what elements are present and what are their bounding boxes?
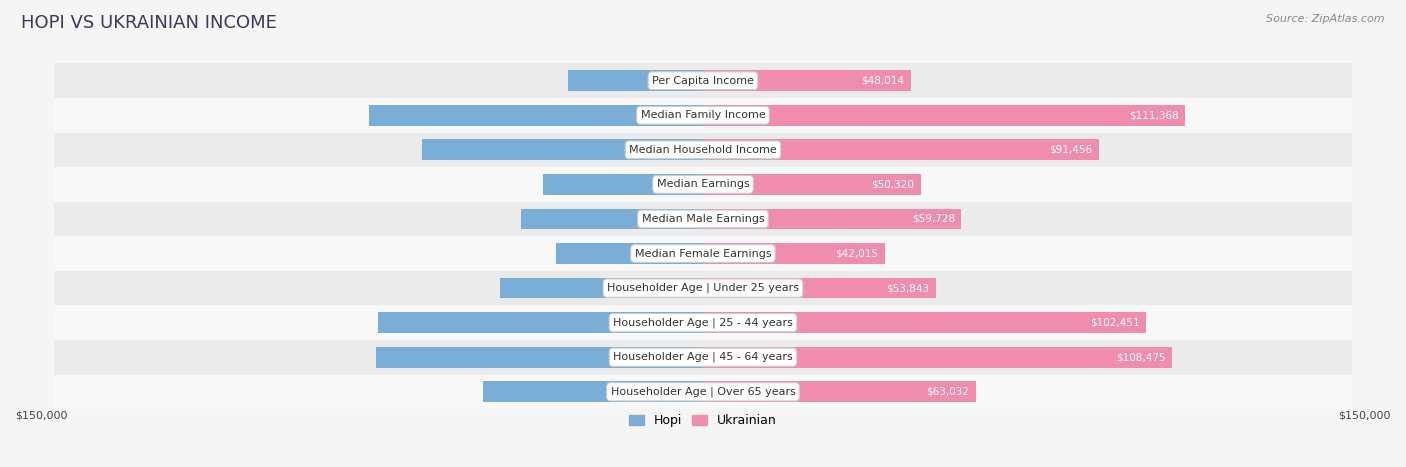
Bar bbox=[703, 71, 911, 91]
Text: $42,060: $42,060 bbox=[654, 214, 696, 224]
Text: Source: ZipAtlas.com: Source: ZipAtlas.com bbox=[1267, 14, 1385, 24]
Bar bbox=[703, 174, 921, 195]
Text: Per Capita Income: Per Capita Income bbox=[652, 76, 754, 86]
Bar bbox=[53, 305, 1353, 340]
Bar bbox=[703, 312, 1146, 333]
Text: HOPI VS UKRAINIAN INCOME: HOPI VS UKRAINIAN INCOME bbox=[21, 14, 277, 32]
Text: $53,843: $53,843 bbox=[886, 283, 929, 293]
Text: Householder Age | 25 - 44 years: Householder Age | 25 - 44 years bbox=[613, 318, 793, 328]
Text: $50,925: $50,925 bbox=[654, 387, 696, 397]
Text: $36,871: $36,871 bbox=[654, 179, 696, 190]
Text: $42,015: $42,015 bbox=[835, 248, 879, 259]
Legend: Hopi, Ukrainian: Hopi, Ukrainian bbox=[624, 410, 782, 432]
Text: Median Male Earnings: Median Male Earnings bbox=[641, 214, 765, 224]
Bar bbox=[703, 278, 936, 298]
Bar bbox=[378, 312, 703, 333]
Text: $59,728: $59,728 bbox=[912, 214, 955, 224]
Bar bbox=[703, 347, 1173, 368]
Bar bbox=[53, 167, 1353, 202]
Bar bbox=[53, 375, 1353, 409]
Text: $46,978: $46,978 bbox=[654, 283, 696, 293]
Bar bbox=[53, 202, 1353, 236]
Text: $63,032: $63,032 bbox=[927, 387, 969, 397]
Text: $111,368: $111,368 bbox=[1129, 110, 1178, 120]
Bar bbox=[703, 140, 1098, 160]
Bar bbox=[53, 236, 1353, 271]
Text: $102,451: $102,451 bbox=[1090, 318, 1140, 328]
Text: $33,932: $33,932 bbox=[654, 248, 696, 259]
Bar bbox=[557, 243, 703, 264]
Bar bbox=[53, 98, 1353, 133]
Bar bbox=[544, 174, 703, 195]
Text: $91,456: $91,456 bbox=[1049, 145, 1092, 155]
Text: $77,188: $77,188 bbox=[654, 110, 696, 120]
Bar bbox=[368, 105, 703, 126]
Text: Householder Age | Under 25 years: Householder Age | Under 25 years bbox=[607, 283, 799, 293]
Bar bbox=[482, 382, 703, 402]
Text: Median Earnings: Median Earnings bbox=[657, 179, 749, 190]
Bar bbox=[375, 347, 703, 368]
Text: $75,002: $75,002 bbox=[654, 318, 696, 328]
Bar bbox=[53, 133, 1353, 167]
Text: $31,177: $31,177 bbox=[654, 76, 696, 86]
Bar bbox=[703, 105, 1185, 126]
Bar bbox=[703, 209, 962, 229]
Text: $48,014: $48,014 bbox=[862, 76, 904, 86]
Bar bbox=[422, 140, 703, 160]
Text: $50,320: $50,320 bbox=[872, 179, 914, 190]
Text: Householder Age | Over 65 years: Householder Age | Over 65 years bbox=[610, 387, 796, 397]
Text: $75,562: $75,562 bbox=[654, 352, 696, 362]
Bar bbox=[568, 71, 703, 91]
Text: $150,000: $150,000 bbox=[15, 411, 67, 421]
Bar bbox=[522, 209, 703, 229]
Bar bbox=[703, 243, 884, 264]
Text: Median Female Earnings: Median Female Earnings bbox=[634, 248, 772, 259]
Text: $150,000: $150,000 bbox=[1339, 411, 1391, 421]
Bar bbox=[499, 278, 703, 298]
Text: $108,475: $108,475 bbox=[1116, 352, 1166, 362]
Bar bbox=[53, 64, 1353, 98]
Bar bbox=[53, 340, 1353, 375]
Text: $65,043: $65,043 bbox=[654, 145, 696, 155]
Text: Median Family Income: Median Family Income bbox=[641, 110, 765, 120]
Text: Median Household Income: Median Household Income bbox=[628, 145, 778, 155]
Bar bbox=[53, 271, 1353, 305]
Text: Householder Age | 45 - 64 years: Householder Age | 45 - 64 years bbox=[613, 352, 793, 362]
Bar bbox=[703, 382, 976, 402]
